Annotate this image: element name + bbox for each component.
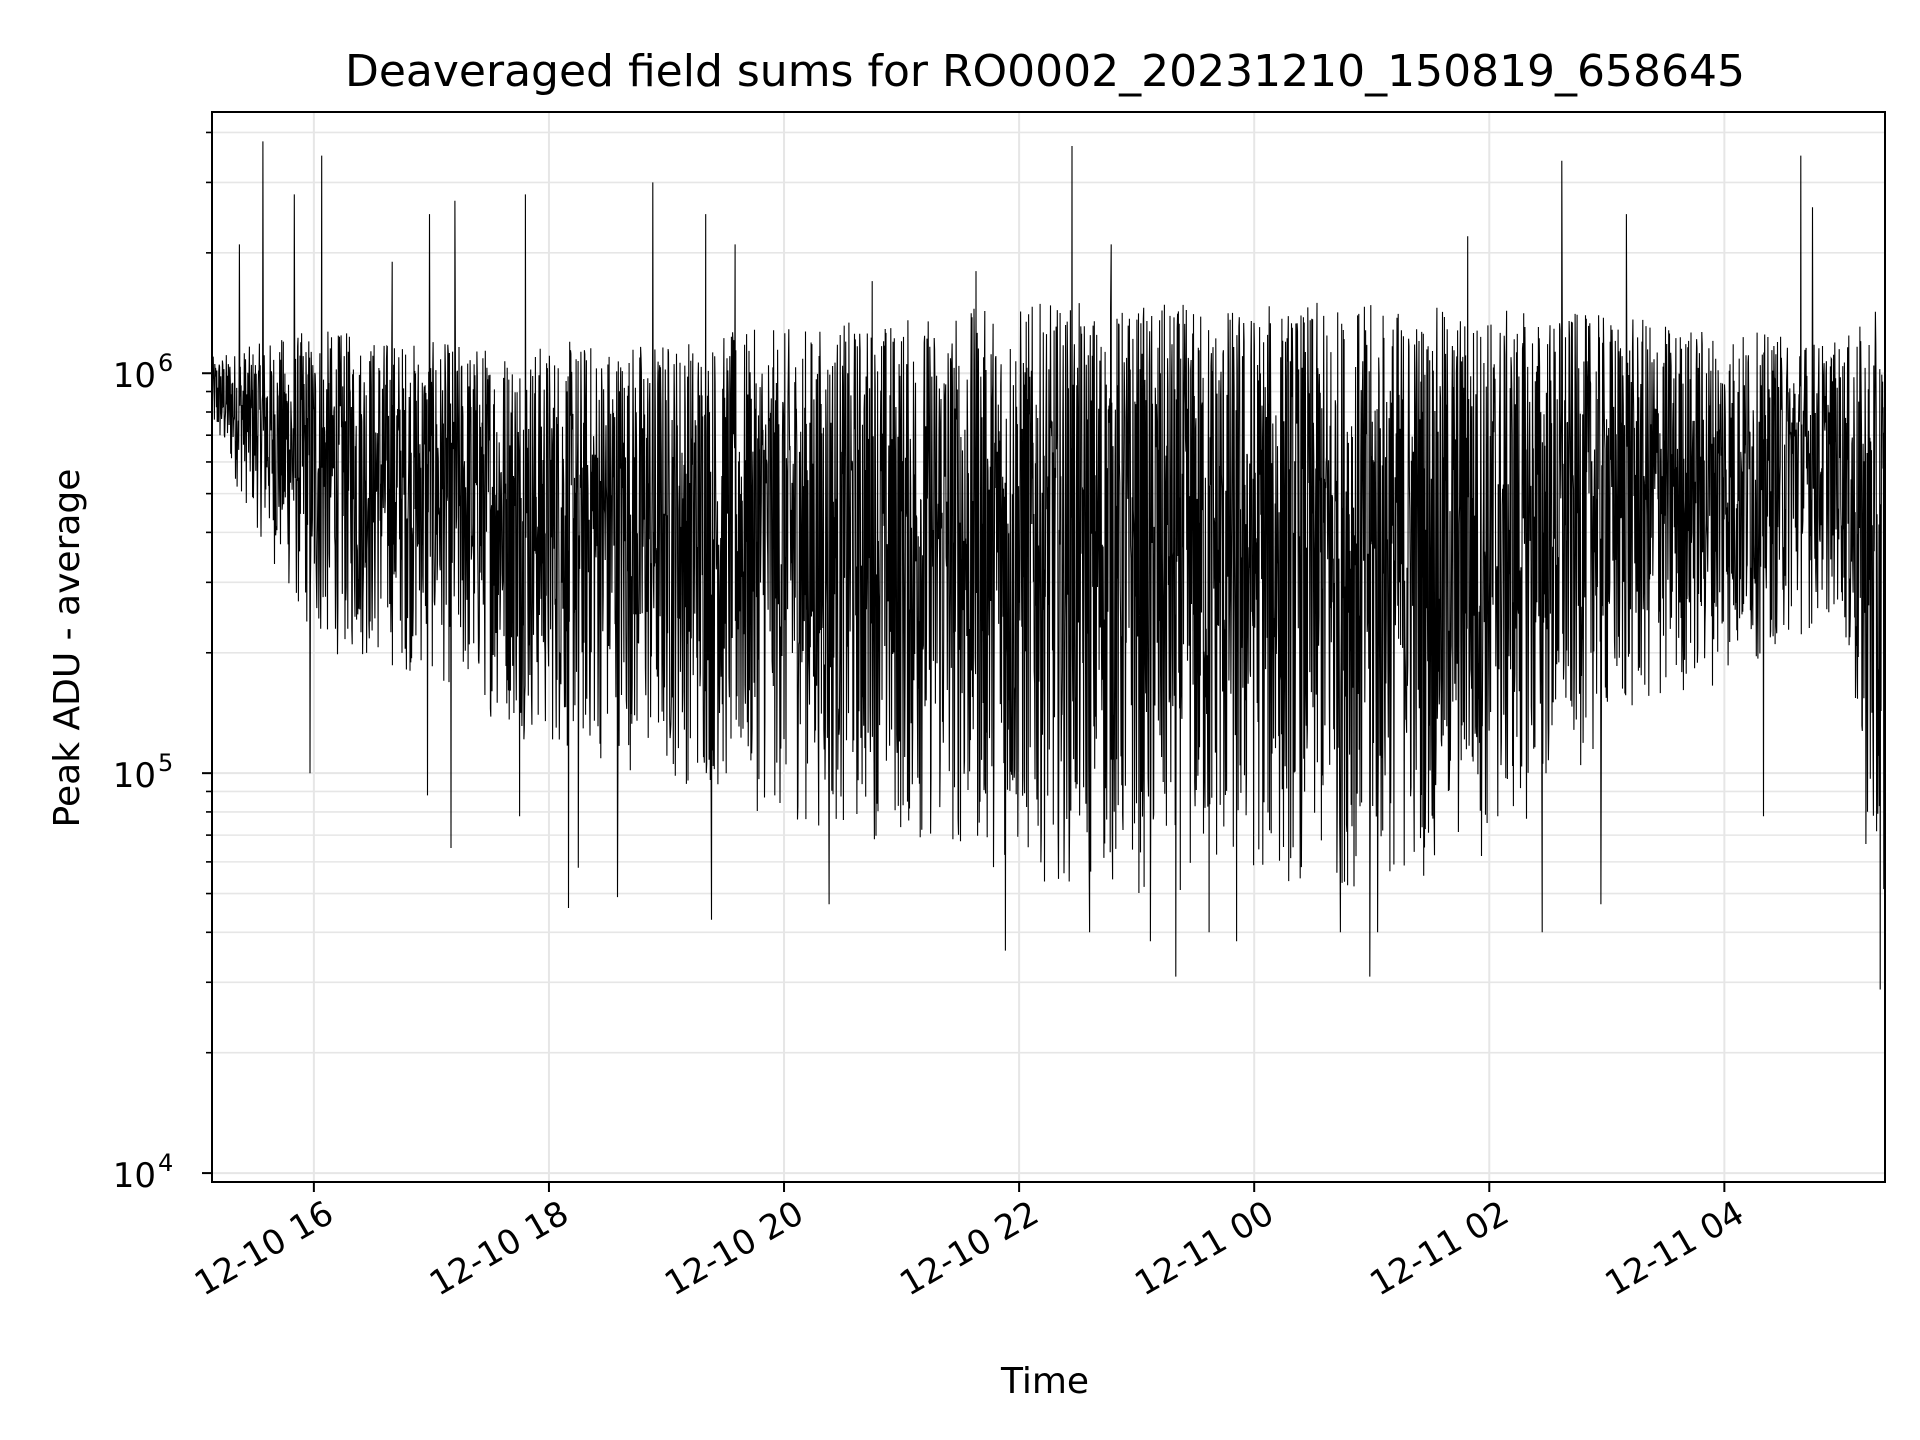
y-tick-label: 10	[113, 1156, 156, 1196]
plot-frame	[211, 111, 1886, 1183]
y-tick-exponent: 5	[158, 749, 173, 777]
y-axis-label: Peak ADU - average	[47, 469, 88, 828]
chart-title: Deaveraged field sums for RO0002_2023121…	[345, 46, 1745, 97]
series-path	[211, 141, 1886, 990]
y-tick-label: 10	[113, 756, 156, 796]
x-axis-label: Time	[1000, 1361, 1089, 1402]
y-tick-label: 10	[113, 356, 156, 396]
y-tick-exponent: 4	[158, 1149, 173, 1177]
y-tick-exponent: 6	[158, 349, 173, 377]
series-line	[211, 141, 1886, 990]
